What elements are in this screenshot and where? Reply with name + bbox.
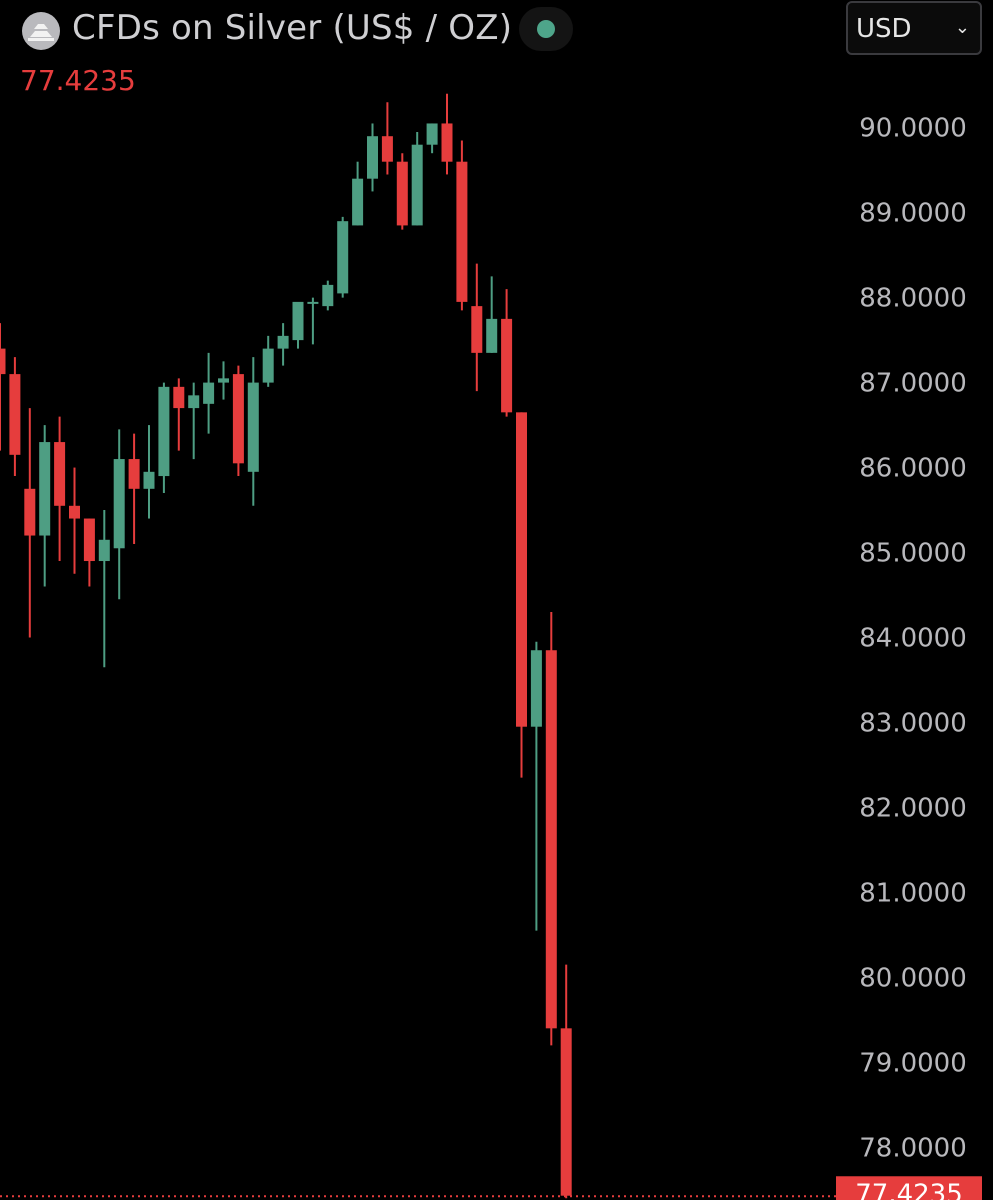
candle-body[interactable] [471, 306, 483, 353]
price-axis-tick: 90.0000 [859, 114, 967, 144]
candle-body[interactable] [456, 161, 468, 302]
candle-body[interactable] [516, 412, 527, 727]
price-axis-tick: 79.0000 [859, 1048, 967, 1078]
price-axis-tick: 89.0000 [859, 199, 967, 229]
candle-body[interactable] [247, 382, 259, 472]
price-axis-tick: 87.0000 [859, 369, 967, 399]
candle-body[interactable] [173, 386, 185, 409]
price-axis-tick: 81.0000 [859, 878, 967, 908]
last-price-tag [836, 1176, 982, 1200]
candle-body[interactable] [367, 136, 378, 179]
currency-select-value: USD [856, 14, 912, 44]
last-price-tag-label: 77.4235 [855, 1179, 963, 1200]
candle-body[interactable] [381, 136, 393, 162]
candle-body[interactable] [98, 539, 110, 562]
candle-body[interactable] [262, 348, 274, 383]
candle-body[interactable] [292, 301, 304, 341]
candle-body[interactable] [307, 301, 319, 304]
silver-bars-icon [22, 12, 60, 50]
price-axis-tick: 82.0000 [859, 793, 967, 823]
candle-body[interactable] [232, 374, 244, 464]
price-axis-tick: 84.0000 [859, 623, 967, 653]
chevron-down-icon: ⌄ [954, 17, 970, 38]
price-axis-tick: 80.0000 [859, 963, 967, 993]
candle-body[interactable] [322, 284, 334, 307]
market-status[interactable] [519, 7, 573, 51]
candle-body[interactable] [218, 378, 229, 383]
candle-body[interactable] [337, 221, 349, 294]
market-open-dot-icon [537, 20, 555, 38]
current-price: 77.4235 [20, 64, 136, 97]
currency-select[interactable]: USD ⌄ [846, 1, 982, 55]
candle-body[interactable] [396, 161, 408, 226]
candle-body[interactable] [352, 178, 364, 226]
candle-body[interactable] [441, 123, 453, 162]
candle-body[interactable] [530, 650, 542, 727]
instrument-title: CFDs on Silver (US$ / OZ) [72, 8, 513, 48]
candles-layer [0, 93, 572, 1199]
candle-body[interactable] [69, 505, 80, 519]
candle-body[interactable] [545, 650, 557, 1029]
candle-body[interactable] [113, 459, 125, 549]
candle-body[interactable] [143, 471, 155, 489]
candle-body[interactable] [128, 459, 140, 489]
price-axis-tick: 88.0000 [859, 284, 967, 314]
price-axis-tick: 86.0000 [859, 454, 967, 484]
candle-body[interactable] [411, 144, 423, 226]
price-axis-tick: 83.0000 [859, 708, 967, 738]
candle-body[interactable] [203, 382, 215, 404]
candle-body[interactable] [39, 442, 51, 536]
candle-body[interactable] [0, 348, 6, 375]
candle-body[interactable] [9, 374, 21, 455]
price-axis[interactable]: 90.0000 89.0000 88.0000 87.0000 86.0000 85.00… [859, 114, 967, 1164]
chart-header: CFDs on Silver (US$ / OZ) 77.4235 USD ⌄ [0, 0, 993, 100]
price-axis-tick: 85.0000 [859, 539, 967, 569]
candle-body[interactable] [486, 318, 498, 353]
candle-body[interactable] [188, 395, 200, 409]
price-axis-tick: 78.0000 [859, 1133, 967, 1163]
candle-body[interactable] [560, 1028, 572, 1196]
candle-body[interactable] [158, 386, 170, 477]
candle-body[interactable] [501, 318, 513, 413]
candle-body[interactable] [54, 442, 66, 506]
candle-body[interactable] [24, 488, 36, 536]
candle-body[interactable] [426, 123, 438, 145]
candle-body[interactable] [83, 518, 95, 562]
candle-body[interactable] [277, 335, 289, 349]
